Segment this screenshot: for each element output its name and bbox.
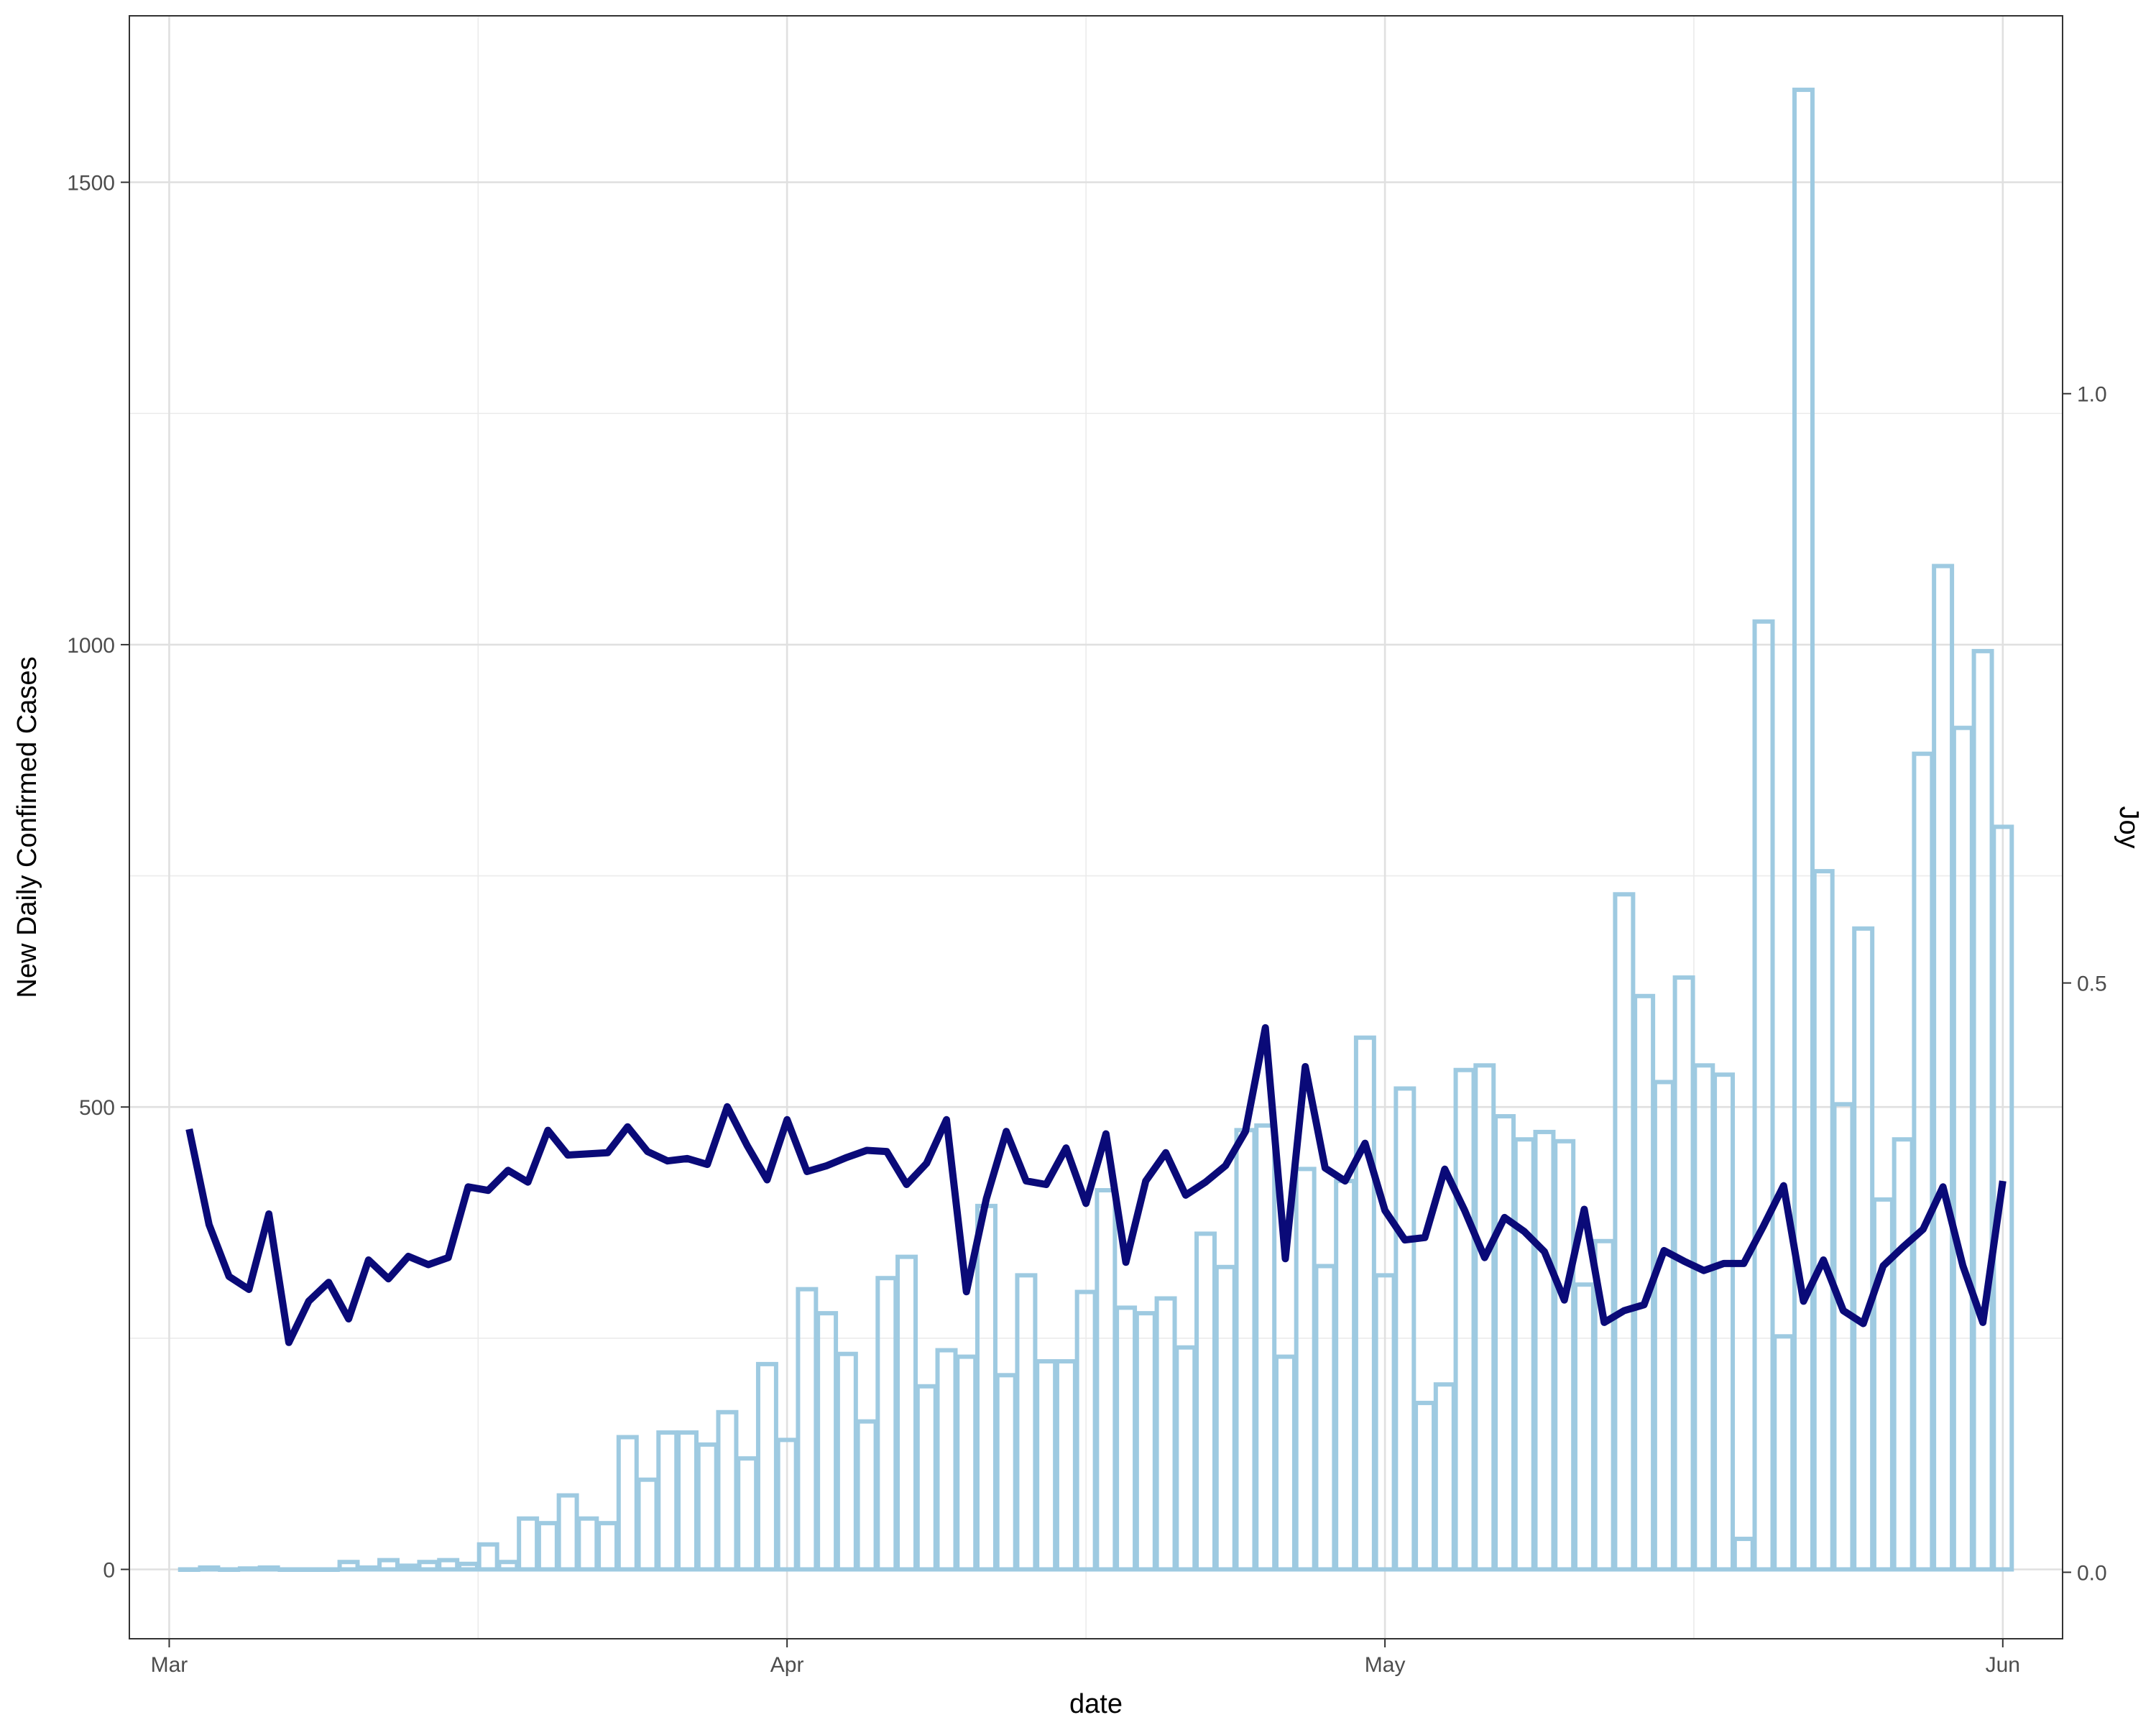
bar	[476, 1542, 499, 1572]
bar	[357, 1565, 380, 1572]
bar	[1991, 824, 2014, 1572]
y-tick-label: 0	[103, 1559, 115, 1583]
bar	[1713, 1072, 1736, 1572]
bar	[198, 1565, 221, 1572]
y2-tick-label: 0.5	[2077, 972, 2107, 996]
bar-series	[178, 87, 2014, 1573]
tick-labels: Mar Apr May Jun 0 500 1000 1500 0.0 0.5 1.0	[67, 172, 2106, 1677]
y2-tick-label: 0.0	[2077, 1562, 2107, 1586]
bar	[1254, 1123, 1277, 1572]
bar	[1792, 87, 1815, 1572]
y-tick-label: 1500	[67, 172, 115, 196]
bar	[1752, 619, 1775, 1572]
x-tick-label: Apr	[770, 1653, 804, 1677]
x-axis-title: date	[1069, 1689, 1123, 1719]
y-axis-title: New Daily Confirmed Cases	[12, 656, 42, 998]
axis-ticks	[121, 181, 2071, 1647]
series-line	[185, 1024, 2007, 1346]
bar	[257, 1565, 280, 1572]
x-tick-label: Mar	[151, 1653, 188, 1677]
y-tick-label: 500	[79, 1096, 115, 1120]
plot-panel-border	[129, 15, 2063, 1639]
bar	[237, 1566, 260, 1572]
x-tick-label: May	[1365, 1653, 1406, 1677]
y2-axis-title: Joy	[2114, 806, 2144, 848]
y2-tick-label: 1.0	[2077, 383, 2107, 407]
x-tick-label: Jun	[1986, 1653, 2020, 1677]
bar	[397, 1563, 420, 1572]
y-tick-label: 1000	[67, 634, 115, 658]
bar	[1393, 1086, 1416, 1572]
line-series	[185, 1024, 2007, 1346]
